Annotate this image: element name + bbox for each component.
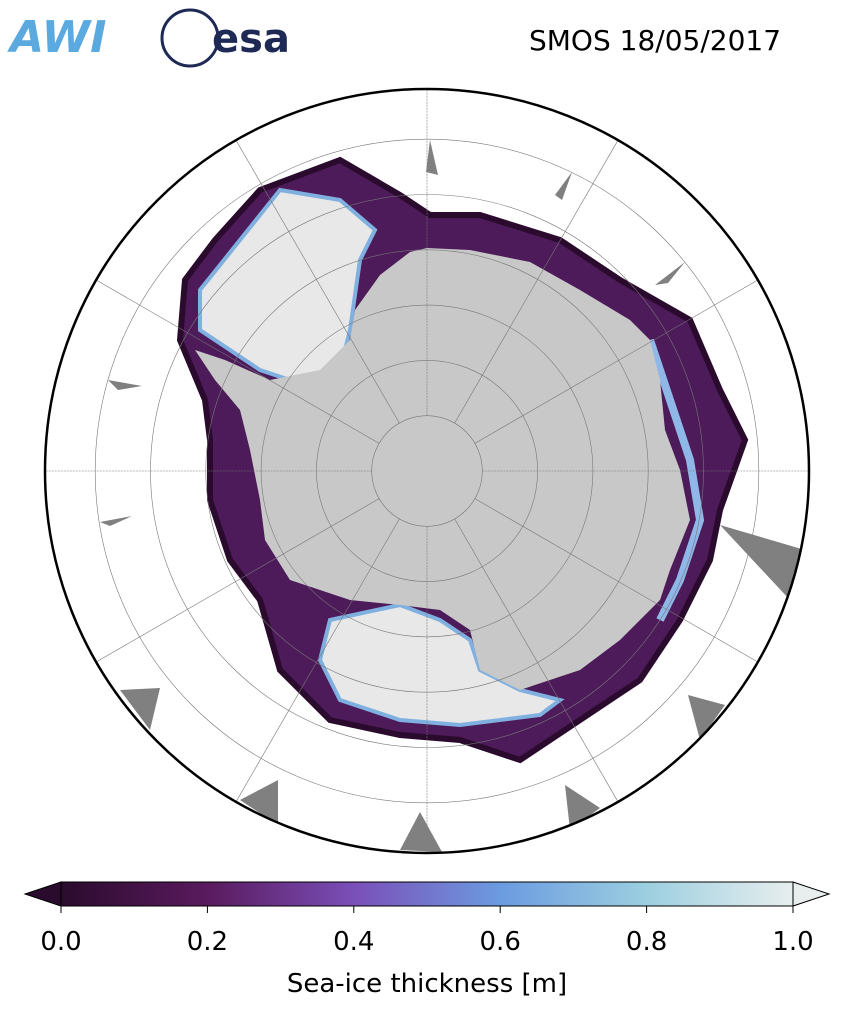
- map-boundary: [43, 87, 811, 855]
- colorbar-tick-label: 0.8: [626, 927, 667, 957]
- awi-logo: AWI: [7, 12, 107, 63]
- colorbar-tick-label: 0.0: [40, 927, 81, 957]
- graticule: [45, 89, 809, 853]
- colorbar-extend-high: [792, 881, 831, 907]
- meridian: [235, 518, 400, 802]
- meridian: [454, 518, 619, 802]
- meridian: [474, 498, 758, 663]
- esa-logo: esa: [212, 16, 290, 62]
- meridian: [454, 140, 619, 424]
- meridian: [96, 498, 380, 663]
- meridian: [474, 279, 758, 444]
- colorbar-tick-label: 0.4: [333, 927, 374, 957]
- colorbar: [60, 881, 794, 907]
- map: [45, 89, 809, 853]
- colorbar-tick-label: 1.0: [772, 927, 813, 957]
- esa-logo-mark: [160, 8, 220, 68]
- ice-edge-east: [646, 338, 705, 622]
- antarctica: [195, 248, 690, 690]
- land-masks: [100, 140, 805, 852]
- colorbar-label: Sea-ice thickness [m]: [287, 969, 567, 999]
- colorbar-tick-label: 0.2: [187, 927, 228, 957]
- colorbar-extend-low: [23, 881, 62, 907]
- meridian: [235, 140, 400, 424]
- colorbar-tick-label: 0.6: [480, 927, 521, 957]
- meridian: [96, 279, 380, 444]
- thick-ice-ross: [317, 602, 565, 728]
- latitude-circle: [150, 194, 704, 748]
- latitude-circle: [260, 304, 594, 638]
- title: SMOS 18/05/2017: [529, 24, 781, 57]
